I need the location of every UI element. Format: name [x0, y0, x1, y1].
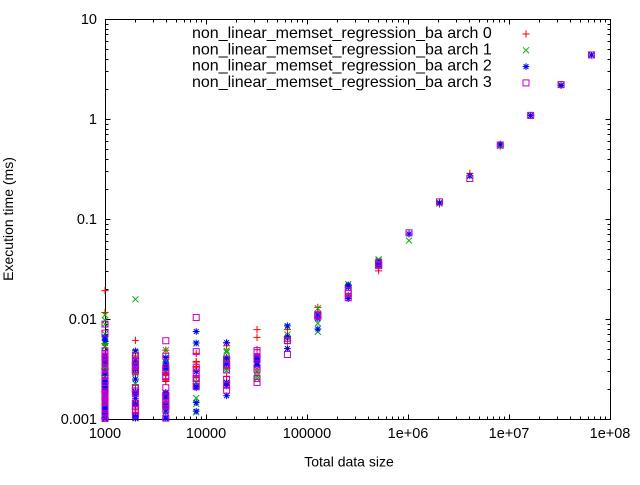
svg-text:0.01: 0.01 [69, 312, 97, 328]
svg-text:10: 10 [81, 12, 97, 28]
svg-text:Execution time (ms): Execution time (ms) [0, 157, 16, 281]
svg-text:1e+07: 1e+07 [489, 426, 530, 442]
svg-text:1: 1 [89, 112, 97, 128]
svg-text:0.001: 0.001 [61, 412, 97, 428]
svg-text:0.1: 0.1 [77, 212, 97, 228]
svg-text:Total data size: Total data size [304, 454, 394, 470]
svg-text:10000: 10000 [186, 426, 226, 442]
svg-text:non_linear_memset_regression_b: non_linear_memset_regression_ba arch 0 [192, 25, 492, 42]
svg-text:1000: 1000 [89, 426, 121, 442]
svg-text:1e+08: 1e+08 [590, 426, 631, 442]
svg-text:100000: 100000 [283, 426, 331, 442]
svg-text:non_linear_memset_regression_b: non_linear_memset_regression_ba arch 1 [192, 41, 492, 58]
svg-text:non_linear_memset_regression_b: non_linear_memset_regression_ba arch 3 [192, 74, 492, 91]
svg-text:1e+06: 1e+06 [388, 426, 429, 442]
svg-text:non_linear_memset_regression_b: non_linear_memset_regression_ba arch 2 [192, 58, 492, 75]
